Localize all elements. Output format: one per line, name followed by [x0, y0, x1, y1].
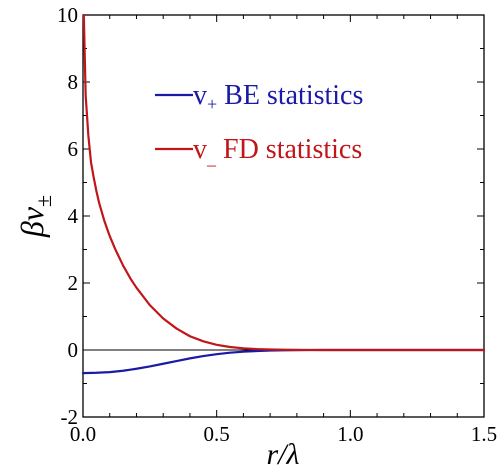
- legend-entry-sub: +: [207, 94, 217, 114]
- series-lines: [81, 13, 486, 375]
- axis-ticks: [82, 14, 485, 418]
- axis-tick-labels: 0.0 0.5 1.0 1.5 -2 0 2 4 6 8 10: [57, 3, 497, 446]
- plot-frame: [82, 14, 485, 418]
- y-tick-label: 8: [68, 70, 79, 94]
- legend-entry-text: FD statistics: [216, 134, 362, 165]
- series-line-fd: [82, 13, 486, 352]
- legend-entry-sub: _: [206, 148, 217, 168]
- y-tick-label: 10: [57, 3, 78, 27]
- x-tick-label: 0.5: [204, 422, 230, 446]
- legend-entry: v_ FD statistics: [193, 134, 362, 168]
- legend-entry: v+ BE statistics: [193, 80, 363, 114]
- y-tick-label: -2: [61, 405, 79, 429]
- series-line-be: [81, 348, 486, 375]
- x-tick-label: 1.5: [471, 422, 497, 446]
- y-axis-title: βv±: [14, 195, 56, 238]
- y-tick-label: 4: [68, 204, 79, 228]
- y-tick-label: 0: [68, 338, 79, 362]
- y-axis-title-main: βv: [14, 206, 50, 238]
- y-axis-title-sub: ±: [31, 195, 56, 207]
- legend-entry-main: v: [193, 80, 207, 111]
- x-tick-label: 0.0: [70, 422, 96, 446]
- y-tick-label: 6: [68, 137, 79, 161]
- x-axis-title: r/λ: [266, 438, 299, 471]
- x-tick-label: 1.0: [337, 422, 363, 446]
- y-tick-label: 2: [68, 271, 79, 295]
- legend-entry-text: BE statistics: [217, 80, 363, 111]
- legend-entry-main: v: [193, 134, 207, 165]
